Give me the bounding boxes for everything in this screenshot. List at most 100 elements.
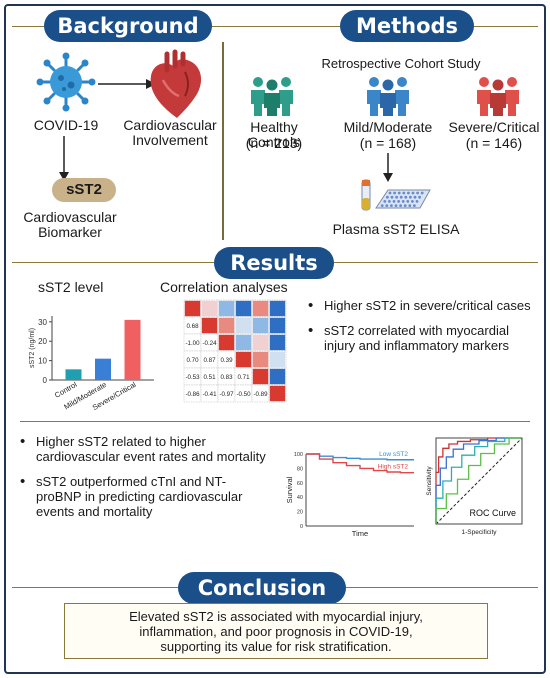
elisa-well [395, 195, 398, 199]
y-axis-label: sST2 (ng/ml) [29, 328, 36, 368]
y-tick-label: 30 [38, 318, 47, 327]
matrix-cell-fill [235, 351, 252, 368]
matrix-cell-fill [252, 368, 269, 385]
y-tick-label: 80 [297, 466, 303, 472]
matrix-cell-fill [235, 300, 252, 317]
elisa-well [397, 200, 400, 203]
y-axis-label: Survival [285, 476, 294, 503]
series-label: Low sST2 [379, 451, 408, 458]
x-axis-label: Time [352, 529, 368, 538]
assay-label: Plasma sST2 ELISA [332, 221, 460, 237]
bar-chart-title: sST2 level [38, 279, 104, 295]
elisa-well [399, 204, 402, 207]
section-divider-vertical [222, 42, 224, 240]
elisa-well [411, 191, 415, 195]
x-axis-label: 1-Specificity [461, 529, 497, 536]
correlation-value: -0.50 [236, 391, 251, 398]
elisa-well [416, 191, 419, 195]
correlation-value: 0.83 [220, 374, 233, 381]
series-label: High sST2 [378, 464, 409, 471]
elisa-well [402, 191, 406, 195]
elisa-well [403, 204, 407, 207]
matrix-cell-fill [218, 317, 235, 334]
y-tick-label: 40 [297, 495, 303, 501]
matrix-cell-fill [218, 334, 235, 351]
elisa-well [393, 191, 396, 195]
elisa-well [383, 200, 387, 203]
infographic-frame [4, 4, 546, 674]
conclusion-header: Conclusion [178, 572, 346, 604]
biomarker-line1: Cardiovascular [23, 209, 117, 225]
people-group-icon-mild [367, 77, 409, 116]
y-tick-label: 20 [297, 510, 303, 516]
correlation-value: 0.39 [220, 357, 233, 364]
study-design: Retrospective Cohort Study [321, 56, 481, 71]
elisa-well [413, 195, 417, 199]
cardio-involvement-line2: Involvement [132, 132, 208, 148]
matrix-cell-fill [201, 300, 218, 317]
conclusion-line3: supporting its value for risk stratifica… [160, 639, 392, 654]
elisa-well [407, 191, 410, 195]
arrow-down-icon [59, 136, 69, 181]
correlation-value: 0.51 [203, 374, 216, 381]
correlation-title: Correlation analyses [160, 279, 288, 295]
elisa-well [409, 195, 412, 199]
group-healthy-n: (n = 213) [245, 135, 303, 151]
elisa-well [388, 200, 391, 203]
elisa-well [388, 191, 392, 195]
bar [124, 319, 141, 380]
matrix-cell-fill [252, 334, 269, 351]
elisa-well [390, 204, 393, 207]
results-divider [20, 421, 530, 422]
arrow-down-icon-methods [383, 153, 393, 182]
correlation-value: -0.24 [202, 340, 217, 347]
elisa-well [386, 195, 389, 199]
matrix-cell-fill [269, 368, 286, 385]
elisa-well [385, 204, 389, 207]
virus-icon [36, 52, 96, 112]
correlation-value: -0.89 [253, 391, 268, 398]
bullet-sst2-correlated: sST2 correlated with myocardial injury a… [308, 323, 538, 353]
matrix-cell-fill [269, 317, 286, 334]
survival-line [306, 453, 414, 474]
matrix-cell-fill [252, 300, 269, 317]
conclusion-line2: inflammation, and poor prognosis in COVI… [139, 624, 413, 639]
survival-line [306, 453, 414, 461]
correlation-value: 0.71 [237, 374, 250, 381]
methods-header: Methods [340, 10, 474, 42]
elisa-plate-icon [361, 179, 431, 211]
correlation-matrix: 0.68 -1.00 -0.24 0.70 0.87 0.39 -0.53 0.51 0.83 0… [183, 299, 287, 403]
correlation-value: -0.86 [185, 391, 200, 398]
elisa-well [394, 204, 398, 207]
conclusion-line-left [12, 587, 178, 588]
group-mild-n: (n = 168) [359, 135, 417, 151]
roc-curve-chart: ROC Curve 1-Specificity Sensitivity [426, 437, 523, 536]
people-group-icon-severe [477, 77, 519, 116]
header-line-left [12, 26, 44, 27]
bar [65, 369, 82, 380]
correlation-value: -0.41 [202, 391, 217, 398]
roc-title: ROC Curve [469, 508, 516, 518]
people-group-icon-healthy [251, 77, 293, 116]
reference-diagonal [435, 437, 523, 525]
y-axis-label: Sensitivity [426, 466, 433, 496]
elisa-well [415, 200, 419, 203]
correlation-value: 0.87 [203, 357, 216, 364]
matrix-cell-fill [252, 351, 269, 368]
cardio-involvement-line1: Cardiovascular [123, 117, 217, 133]
group-healthy-name: Healthy Controls [247, 119, 301, 150]
roc-line [435, 437, 522, 524]
survival-curve-chart: 0 20 40 60 80 100 Low sST2 High sST2 Time Surviva… [285, 451, 414, 538]
elisa-well [390, 195, 394, 199]
elisa-well [399, 195, 403, 199]
elisa-well [420, 191, 424, 195]
matrix-cell-fill [269, 385, 286, 402]
y-tick-label: 10 [38, 357, 47, 366]
y-tick-label: 0 [300, 524, 303, 530]
matrix-cell-fill [201, 317, 218, 334]
matrix-cell-fill [252, 317, 269, 334]
correlation-value: 0.68 [186, 323, 199, 330]
bar [95, 358, 111, 380]
elisa-well [401, 200, 405, 203]
